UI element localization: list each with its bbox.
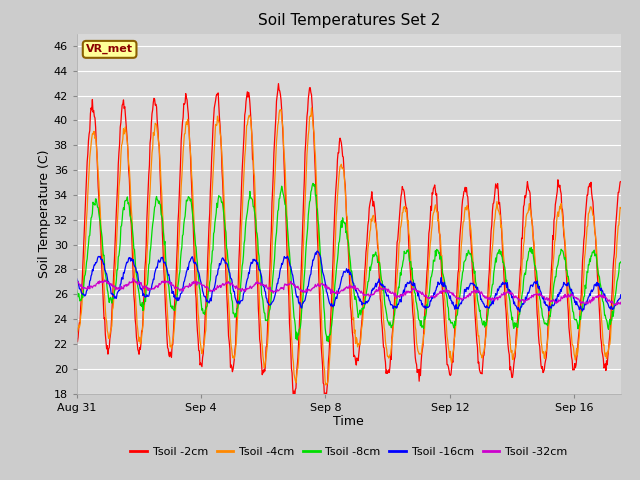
Tsoil -32cm xyxy=(380,286,387,292)
Tsoil -2cm xyxy=(378,318,385,324)
Legend: Tsoil -2cm, Tsoil -4cm, Tsoil -8cm, Tsoil -16cm, Tsoil -32cm: Tsoil -2cm, Tsoil -4cm, Tsoil -8cm, Tsoi… xyxy=(126,443,572,461)
Tsoil -8cm xyxy=(324,339,332,345)
Tsoil -8cm xyxy=(73,287,81,293)
Tsoil -2cm xyxy=(275,81,282,86)
Tsoil -16cm xyxy=(73,276,81,282)
Tsoil -4cm xyxy=(306,114,314,120)
Line: Tsoil -2cm: Tsoil -2cm xyxy=(77,84,621,399)
Tsoil -2cm xyxy=(73,336,81,341)
Tsoil -8cm xyxy=(346,254,354,260)
Tsoil -16cm xyxy=(380,284,387,289)
Tsoil -8cm xyxy=(378,277,385,283)
Tsoil -2cm xyxy=(440,319,448,324)
Tsoil -16cm xyxy=(346,268,353,274)
Tsoil -8cm xyxy=(617,259,625,265)
Tsoil -4cm xyxy=(211,135,219,141)
Tsoil -32cm xyxy=(611,302,619,308)
Line: Tsoil -32cm: Tsoil -32cm xyxy=(77,278,621,305)
Tsoil -16cm xyxy=(314,248,321,254)
Tsoil -2cm xyxy=(617,179,625,184)
Y-axis label: Soil Temperature (C): Soil Temperature (C) xyxy=(38,149,51,278)
Tsoil -8cm xyxy=(440,278,448,284)
Tsoil -2cm xyxy=(211,102,219,108)
Tsoil -4cm xyxy=(617,205,625,211)
Tsoil -16cm xyxy=(516,309,524,315)
Tsoil -32cm xyxy=(73,280,81,286)
Tsoil -16cm xyxy=(306,275,314,281)
Tsoil -32cm xyxy=(440,288,447,293)
Tsoil -8cm xyxy=(380,293,388,299)
Tsoil -32cm xyxy=(307,288,314,294)
Tsoil -4cm xyxy=(73,325,81,331)
Tsoil -2cm xyxy=(291,396,298,402)
Tsoil -8cm xyxy=(309,180,317,186)
Line: Tsoil -8cm: Tsoil -8cm xyxy=(77,183,621,342)
Tsoil -32cm xyxy=(129,276,137,281)
Tsoil -4cm xyxy=(346,266,354,272)
Tsoil -32cm xyxy=(377,286,385,291)
Tsoil -32cm xyxy=(212,286,220,291)
Tsoil -16cm xyxy=(211,282,219,288)
Tsoil -32cm xyxy=(617,300,625,305)
Title: Soil Temperatures Set 2: Soil Temperatures Set 2 xyxy=(258,13,440,28)
Tsoil -32cm xyxy=(346,283,353,289)
Tsoil -4cm xyxy=(308,105,316,111)
Tsoil -4cm xyxy=(380,324,388,330)
Tsoil -16cm xyxy=(617,292,625,298)
Tsoil -4cm xyxy=(378,286,385,292)
Text: VR_met: VR_met xyxy=(86,44,133,55)
Tsoil -2cm xyxy=(307,90,315,96)
Line: Tsoil -16cm: Tsoil -16cm xyxy=(77,251,621,312)
X-axis label: Time: Time xyxy=(333,415,364,429)
Tsoil -2cm xyxy=(346,282,354,288)
Line: Tsoil -4cm: Tsoil -4cm xyxy=(77,108,621,385)
Tsoil -4cm xyxy=(440,294,448,300)
Tsoil -16cm xyxy=(440,281,447,287)
Tsoil -8cm xyxy=(306,199,314,205)
Tsoil -2cm xyxy=(380,345,388,351)
Tsoil -16cm xyxy=(377,282,385,288)
Tsoil -4cm xyxy=(322,382,330,388)
Tsoil -8cm xyxy=(211,220,219,226)
